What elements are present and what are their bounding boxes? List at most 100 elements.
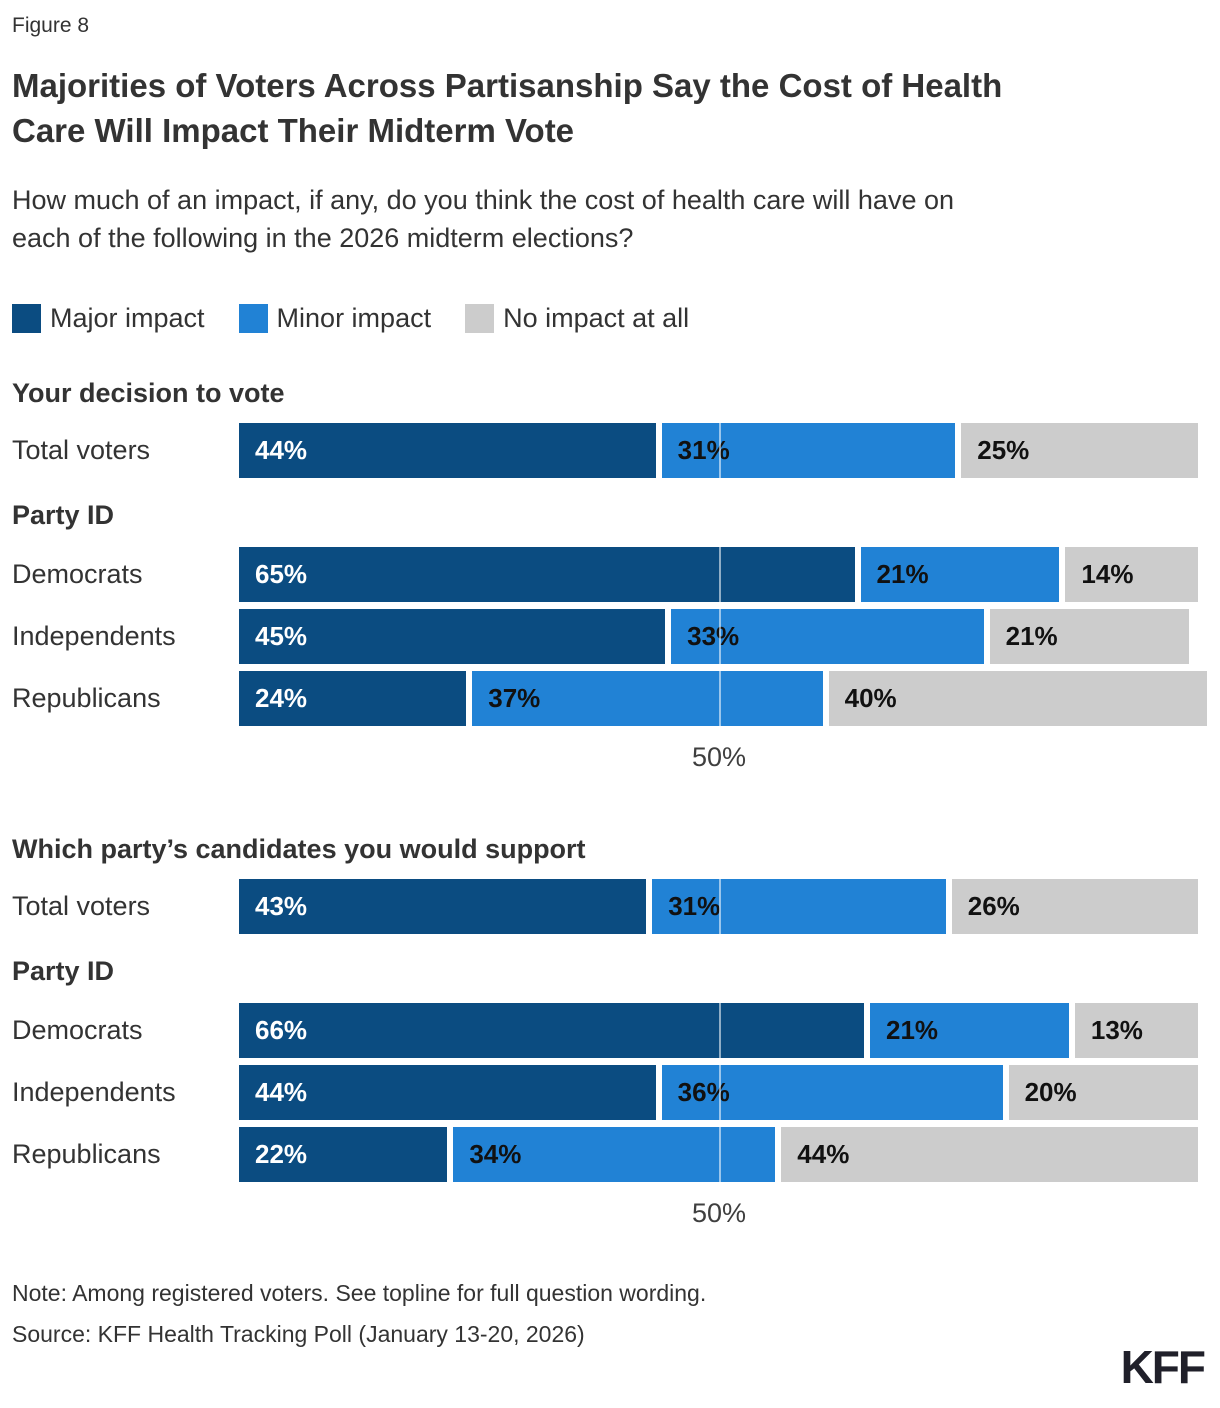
bar-segment-minor-impact: 21% <box>860 547 1060 603</box>
segment-value-label: 44% <box>797 1139 850 1170</box>
segment-value-label: 13% <box>1090 1015 1143 1046</box>
axis-tick-label: 50% <box>691 742 747 773</box>
bar-segment-no-impact-at-all: 40% <box>828 671 1208 727</box>
segment-value-label: 33% <box>687 621 740 652</box>
axis-row: 50% <box>12 1198 1208 1232</box>
bar-segment-no-impact-at-all: 20% <box>1008 1065 1198 1121</box>
row-label: Republicans <box>12 683 161 714</box>
legend-label-minor-impact: Minor impact <box>276 303 432 334</box>
legend: Major impact Minor impact No impact at a… <box>12 303 1208 334</box>
section-candidates-support: Which party’s candidates you would suppo… <box>12 834 1208 1232</box>
legend-label-major-impact: Major impact <box>50 303 205 334</box>
segment-value-label: 34% <box>469 1139 522 1170</box>
subtitle-line-2: each of the following in the 2026 midter… <box>12 222 634 253</box>
segment-value-label: 14% <box>1081 559 1134 590</box>
row-label: Republicans <box>12 1139 161 1170</box>
chart-row-republicans: Republicans 24% 37% 40% <box>12 671 1208 727</box>
title-line-2: Care Will Impact Their Midterm Vote <box>12 111 575 149</box>
legend-swatch-minor-impact <box>238 304 268 334</box>
section-rows: Total voters 43% 31% 26% Party ID Democrats 66… <box>12 879 1208 1183</box>
bar-segment-major-impact: 65% <box>239 547 855 603</box>
segment-value-label: 45% <box>255 621 308 652</box>
chart-row-total-voters: Total voters 43% 31% 26% <box>12 879 1208 935</box>
segment-value-label: 36% <box>677 1077 730 1108</box>
segment-value-label: 26% <box>967 891 1020 922</box>
stacked-bar: 44% 36% 20% <box>239 1065 1198 1121</box>
chart-row-democrats: Democrats 66% 21% 13% <box>12 1003 1208 1059</box>
subtitle-line-1: How much of an impact, if any, do you th… <box>12 184 954 215</box>
bar-segment-minor-impact: 33% <box>671 609 984 665</box>
stacked-bar: 44% 31% 25% <box>239 423 1198 479</box>
bar-segment-major-impact: 44% <box>239 1065 656 1121</box>
row-label: Democrats <box>12 559 143 590</box>
segment-value-label: 22% <box>255 1139 308 1170</box>
chart-row-independents: Independents 45% 33% 21% <box>12 609 1208 665</box>
axis-tick-label: 50% <box>691 1198 747 1229</box>
stacked-bar: 43% 31% 26% <box>239 879 1198 935</box>
stacked-bar: 24% 37% 40% <box>239 671 1208 727</box>
bar-segment-major-impact: 43% <box>239 879 647 935</box>
section-rows: Total voters 44% 31% 25% Party ID Democrats 65… <box>12 423 1208 727</box>
chart-page: Figure 8 Majorities of Voters Across Par… <box>12 14 1208 1348</box>
row-label: Independents <box>12 621 176 652</box>
page-title: Majorities of Voters Across Partisanship… <box>12 64 1208 154</box>
section-decision-to-vote: Your decision to vote Total voters 44% 31%… <box>12 378 1208 776</box>
party-id-label: Party ID <box>12 500 115 531</box>
segment-value-label: 37% <box>488 683 541 714</box>
row-label: Total voters <box>12 435 151 466</box>
section-heading: Which party’s candidates you would suppo… <box>12 834 586 865</box>
row-label: Independents <box>12 1077 176 1108</box>
chart-row-total-voters: Total voters 44% 31% 25% <box>12 423 1208 479</box>
title-line-1: Majorities of Voters Across Partisanship… <box>12 67 1003 104</box>
chart-row-democrats: Democrats 65% 21% 14% <box>12 547 1208 603</box>
subtitle: How much of an impact, if any, do you th… <box>12 182 1208 258</box>
segment-value-label: 66% <box>255 1015 308 1046</box>
stacked-bar: 65% 21% 14% <box>239 547 1198 603</box>
segment-value-label: 25% <box>977 435 1030 466</box>
segment-value-label: 24% <box>255 683 308 714</box>
row-label: Total voters <box>12 891 151 922</box>
legend-item-no-impact: No impact at all <box>465 303 689 334</box>
segment-value-label: 21% <box>1005 621 1058 652</box>
legend-item-major-impact: Major impact <box>12 303 205 334</box>
bar-segment-minor-impact: 21% <box>870 1003 1069 1059</box>
source-text: Source: KFF Health Tracking Poll (Januar… <box>12 1321 585 1348</box>
segment-value-label: 44% <box>255 1077 308 1108</box>
segment-value-label: 21% <box>886 1015 939 1046</box>
bar-segment-minor-impact: 31% <box>661 423 956 479</box>
segment-value-label: 20% <box>1024 1077 1077 1108</box>
bar-segment-minor-impact: 37% <box>472 671 823 727</box>
bar-segment-no-impact-at-all: 25% <box>961 423 1198 479</box>
bar-segment-minor-impact: 36% <box>661 1065 1003 1121</box>
section-heading: Your decision to vote <box>12 378 285 409</box>
row-label: Democrats <box>12 1015 143 1046</box>
stacked-bar: 22% 34% 44% <box>239 1127 1198 1183</box>
legend-swatch-no-impact <box>465 304 495 334</box>
bar-segment-major-impact: 66% <box>239 1003 865 1059</box>
bar-segment-no-impact-at-all: 13% <box>1074 1003 1198 1059</box>
segment-value-label: 65% <box>255 559 308 590</box>
segment-value-label: 44% <box>255 435 308 466</box>
stacked-bar: 45% 33% 21% <box>239 609 1189 665</box>
segment-value-label: 21% <box>876 559 929 590</box>
bar-segment-no-impact-at-all: 14% <box>1065 547 1198 603</box>
kff-logo: KFF <box>1120 1341 1206 1393</box>
segment-value-label: 43% <box>255 891 308 922</box>
figure-label: Figure 8 <box>12 14 90 37</box>
bar-segment-major-impact: 24% <box>239 671 467 727</box>
stacked-bar: 66% 21% 13% <box>239 1003 1198 1059</box>
note-text: Note: Among registered voters. See topli… <box>12 1280 707 1307</box>
segment-value-label: 40% <box>844 683 897 714</box>
bar-segment-major-impact: 22% <box>239 1127 448 1183</box>
chart-row-republicans: Republicans 22% 34% 44% <box>12 1127 1208 1183</box>
legend-label-no-impact: No impact at all <box>503 303 690 334</box>
segment-value-label: 31% <box>677 435 730 466</box>
chart-row-independents: Independents 44% 36% 20% <box>12 1065 1208 1121</box>
bar-segment-minor-impact: 31% <box>652 879 946 935</box>
legend-item-minor-impact: Minor impact <box>238 303 432 334</box>
party-id-label: Party ID <box>12 956 115 987</box>
bar-segment-no-impact-at-all: 44% <box>781 1127 1198 1183</box>
segment-value-label: 31% <box>668 891 721 922</box>
bar-segment-minor-impact: 34% <box>453 1127 776 1183</box>
bar-segment-no-impact-at-all: 21% <box>989 609 1189 665</box>
